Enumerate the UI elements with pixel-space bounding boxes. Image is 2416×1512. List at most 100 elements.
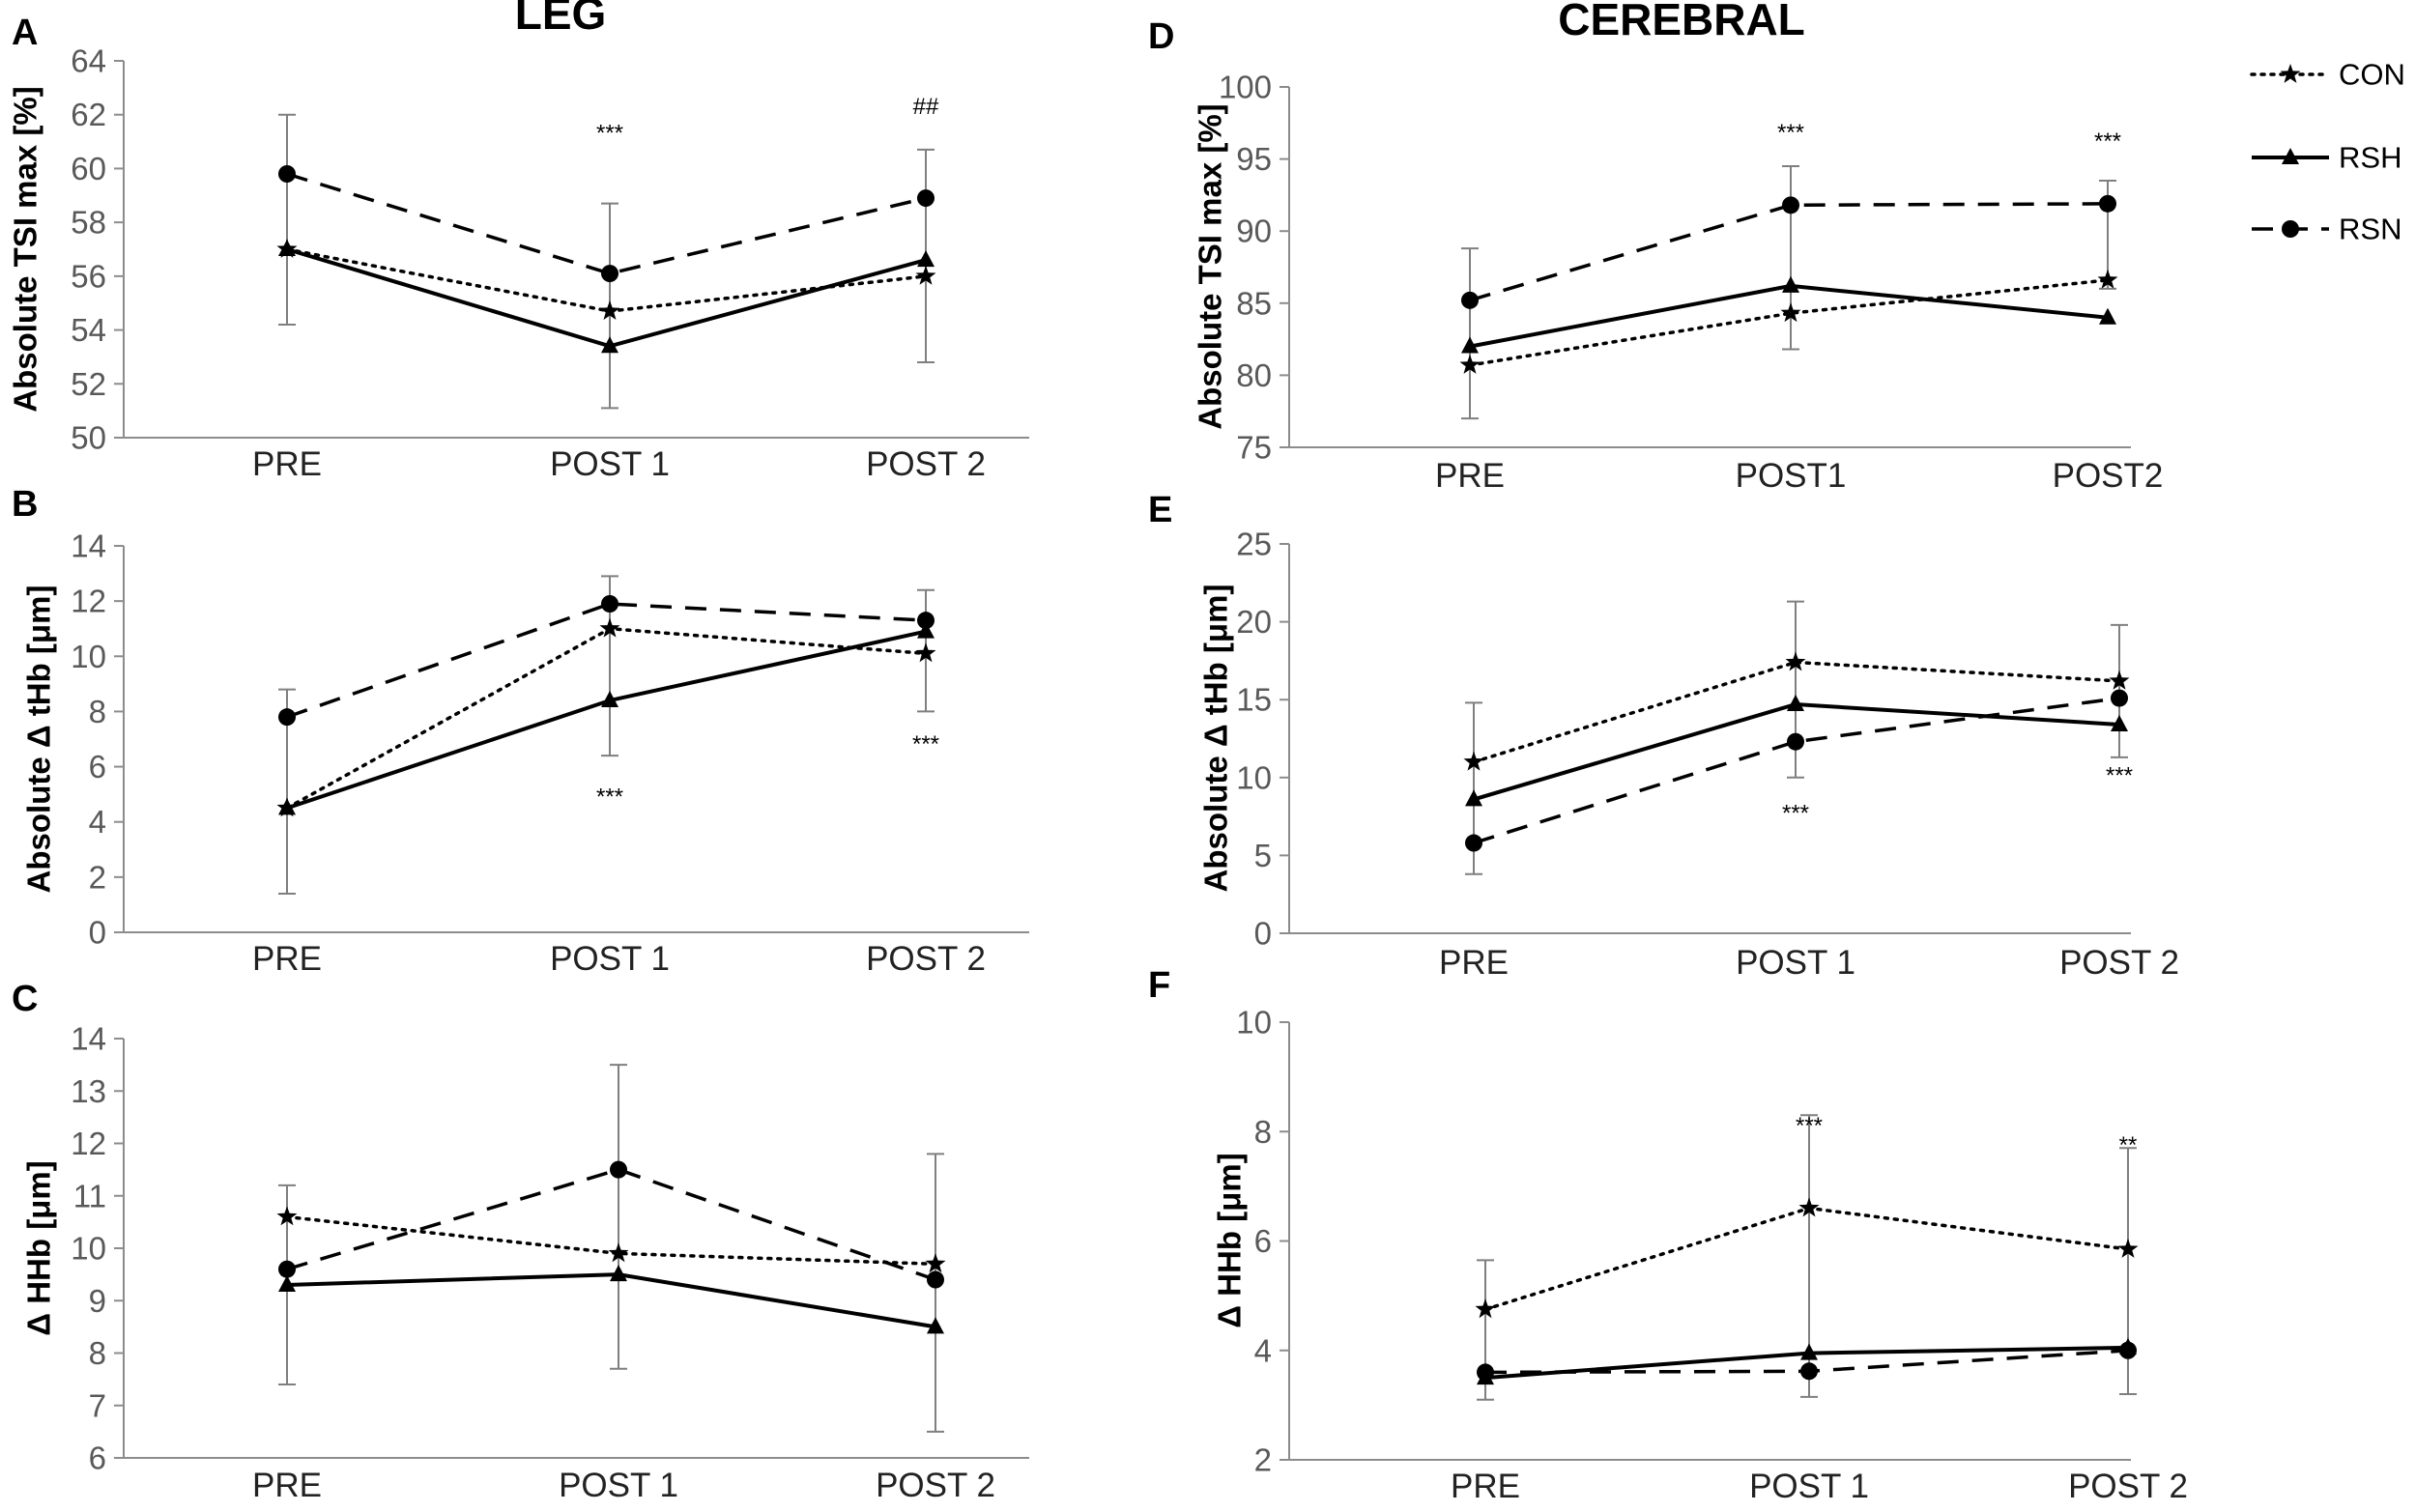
legend-label: CON [2339, 58, 2405, 92]
x-category-label: PRE [252, 940, 322, 978]
data-point-con [1780, 302, 1801, 323]
data-point-rsn [601, 265, 618, 283]
y-tick-label: 2 [1254, 1442, 1272, 1478]
significance-annotation: ** [2119, 1132, 2138, 1158]
x-category-label: POST 1 [550, 445, 670, 483]
series-line-con [285, 626, 928, 811]
y-axis-label: Absolute TSI max [%] [1193, 103, 1228, 429]
series-rsn [1461, 194, 2116, 309]
legend-item-con: CON [2250, 58, 2405, 92]
error-bar [1782, 165, 1799, 351]
data-point-con [599, 617, 620, 638]
data-point-rsh [1800, 1343, 1818, 1360]
panel-letter: C [12, 979, 38, 1019]
y-tick-label: 100 [1219, 70, 1272, 105]
y-tick-label: 13 [71, 1073, 106, 1109]
series-rsh [1465, 695, 2128, 807]
y-tick-label: 4 [89, 804, 106, 840]
data-point-rsh [601, 336, 618, 354]
legend-label: RSN [2339, 213, 2402, 246]
significance-annotation: *** [596, 121, 623, 147]
data-point-rsh [278, 1274, 296, 1292]
data-point-con [2097, 269, 2118, 289]
data-point-con [1463, 751, 1484, 771]
y-axis-label: Δ HHb [μm] [1212, 1153, 1248, 1327]
data-point-rsh [1787, 695, 1804, 712]
y-tick-label: 58 [71, 205, 106, 241]
significance-annotation: *** [1796, 1113, 1823, 1139]
significance-annotation: ## [913, 94, 939, 120]
legend-item-rsn: RSN [2252, 213, 2402, 246]
data-point-con [1459, 355, 1481, 374]
chart-panel-b: B Absolute Δ tHb [μm] 0 2 4 6 8 10 12 14 PRE POST 1… [12, 484, 1029, 978]
series-con [1475, 1197, 2139, 1319]
x-category-label: POST 2 [876, 1467, 995, 1504]
series-rsh [278, 621, 935, 815]
y-tick-label: 50 [71, 420, 106, 456]
data-point-rsn [610, 1160, 627, 1179]
data-point-con [276, 1206, 298, 1226]
series-line-con [1483, 1206, 2130, 1312]
series-line-con [1468, 278, 2110, 367]
series-line-rsn [1473, 696, 2120, 845]
y-tick-label: 8 [89, 694, 106, 729]
y-tick-label: 6 [89, 749, 106, 785]
legend-marker [2282, 148, 2299, 164]
y-tick-label: 14 [71, 528, 106, 564]
y-tick-label: 12 [71, 1126, 106, 1161]
y-tick-label: 62 [71, 97, 106, 132]
series-line-rsh [286, 1272, 936, 1329]
data-point-rsn [1787, 732, 1804, 751]
data-point-con [1785, 651, 1806, 671]
y-axis-label: Absolute TSI max [%] [8, 86, 43, 412]
y-tick-label: 6 [1254, 1223, 1272, 1259]
data-point-rsh [601, 691, 618, 707]
legend-marker [2282, 220, 2299, 238]
data-point-rsn [927, 1270, 944, 1289]
y-tick-label: 64 [71, 43, 106, 79]
panel-letter: B [12, 484, 38, 525]
series-line-rsn [286, 602, 927, 719]
y-axis-label: Δ HHb [μm] [21, 1160, 57, 1335]
series-line-rsn [286, 172, 927, 275]
error-bar [610, 1064, 627, 1370]
data-point-rsn [278, 708, 296, 727]
x-category-label: POST 1 [559, 1467, 678, 1504]
significance-annotation: *** [2094, 128, 2121, 155]
x-category-label: POST 1 [550, 940, 670, 978]
x-category-label: POST 2 [866, 445, 986, 483]
legend-marker [2280, 64, 2301, 83]
series-rsh [278, 1265, 944, 1334]
y-tick-label: 14 [71, 1021, 106, 1057]
y-tick-label: 80 [1236, 357, 1272, 393]
series-con [276, 1206, 946, 1273]
x-category-label: PRE [252, 445, 322, 483]
x-category-label: POST 2 [2068, 1468, 2188, 1505]
y-tick-label: 11 [73, 1178, 106, 1213]
panel-letter: D [1148, 16, 1174, 57]
data-point-rsn [917, 612, 935, 630]
data-point-con [915, 265, 936, 285]
x-category-label: POST 1 [1749, 1468, 1869, 1505]
data-point-rsh [917, 621, 935, 639]
data-point-rsh [2111, 714, 2128, 731]
data-point-con [599, 300, 620, 320]
data-point-rsh [2099, 307, 2116, 325]
x-category-label: PRE [252, 1467, 322, 1504]
y-tick-label: 10 [1236, 1005, 1272, 1041]
y-tick-label: 7 [89, 1387, 106, 1423]
chart-panel-a: A Absolute TSI max [%] 50 52 54 56 58 60 62 64 PRE… [8, 13, 1029, 483]
y-tick-label: 5 [1254, 838, 1272, 873]
error-bar [927, 1153, 944, 1433]
y-tick-label: 2 [89, 859, 106, 895]
x-category-label: POST 2 [2059, 944, 2179, 982]
y-axis-label: Absolute Δ tHb [μm] [1198, 585, 1234, 893]
data-point-con [1798, 1197, 1820, 1217]
data-point-rsh [917, 250, 935, 268]
significance-annotation: *** [1782, 800, 1809, 826]
data-point-rsn [1782, 196, 1799, 214]
y-tick-label: 9 [89, 1283, 106, 1319]
series-line-rsh [286, 247, 927, 349]
